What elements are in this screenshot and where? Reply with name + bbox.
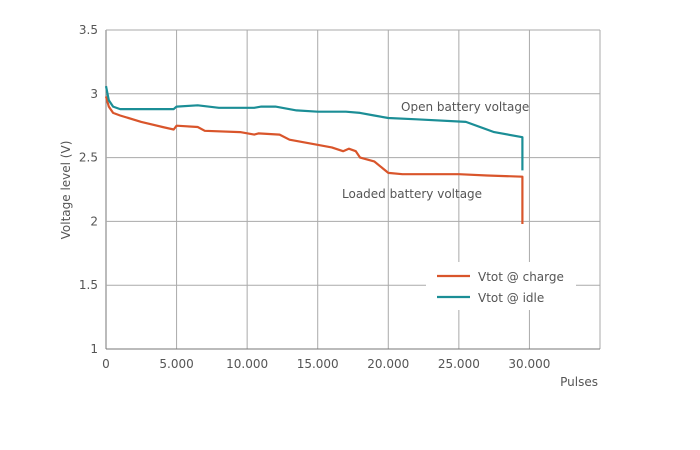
annotation-loaded: Loaded battery voltage: [342, 187, 482, 201]
x-tick-label: 20.000: [367, 357, 409, 371]
x-tick-label: 5.000: [159, 357, 193, 371]
y-tick-label: 1: [90, 342, 98, 356]
tick-labels: 0 5.000 10.000 15.000 20.000 25.000 30.000 1 1.5…: [79, 23, 551, 371]
grid: [105, 29, 601, 350]
legend: Vtot @ charge Vtot @ idle: [426, 262, 576, 310]
y-tick-label: 3.5: [79, 23, 98, 37]
y-tick-label: 2: [90, 214, 98, 228]
x-axis-label: Pulses: [560, 375, 598, 389]
series-line-charge: [104, 96, 524, 224]
x-tick-label: 25.000: [438, 357, 480, 371]
x-tick-label: 15.000: [297, 357, 339, 371]
series-line-idle: [104, 85, 524, 171]
y-axis-label: Voltage level (V): [59, 141, 73, 240]
y-tick-label: 1.5: [79, 278, 98, 292]
legend-label-charge: Vtot @ charge: [478, 270, 564, 284]
y-tick-label: 2.5: [79, 151, 98, 165]
x-tick-label: 10.000: [226, 357, 268, 371]
series-lines: [104, 85, 524, 224]
y-tick-label: 3: [90, 87, 98, 101]
legend-box: [426, 262, 576, 310]
legend-label-idle: Vtot @ idle: [478, 291, 544, 305]
x-tick-label: 0: [102, 357, 110, 371]
annotation-open: Open battery voltage: [401, 100, 529, 114]
x-tick-label: 30.000: [508, 357, 550, 371]
